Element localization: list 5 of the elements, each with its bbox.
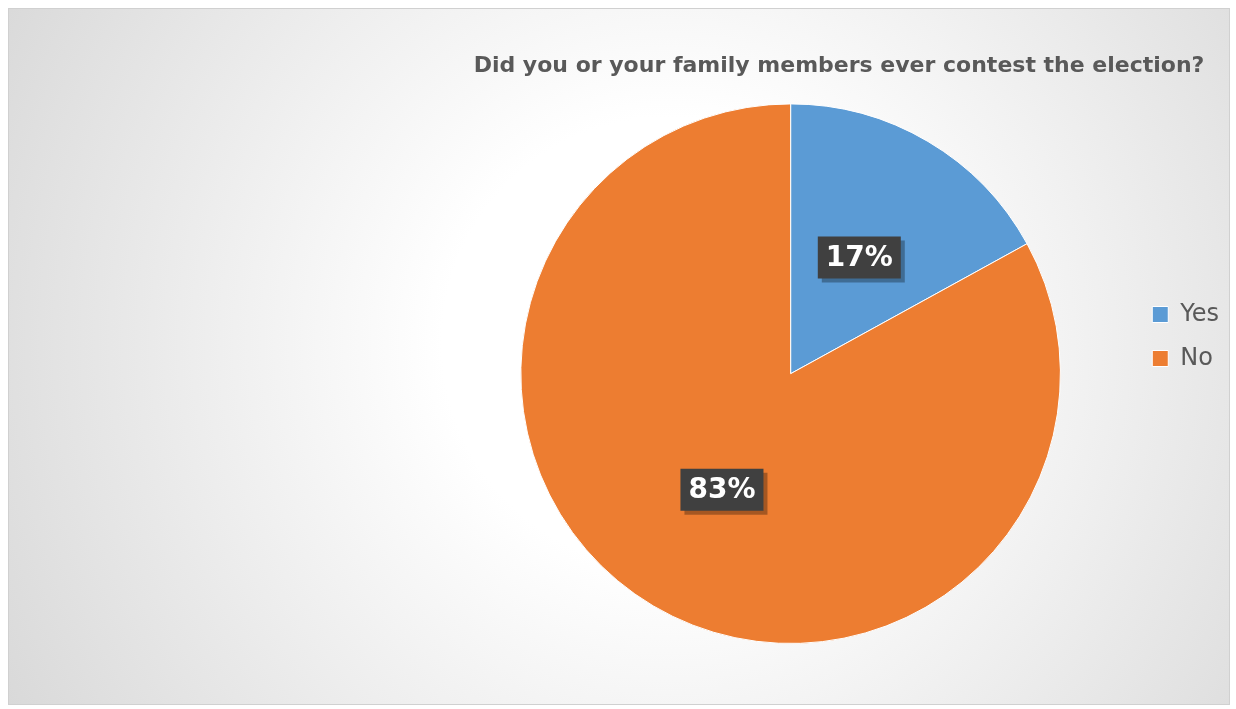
legend-label: No [1180, 342, 1213, 371]
data-label: 83% [688, 472, 756, 506]
data-label: 17% [825, 239, 893, 273]
chart-title: Did you or your family members ever contest the election? [473, 51, 1205, 77]
legend-label: Yes [1179, 298, 1220, 327]
